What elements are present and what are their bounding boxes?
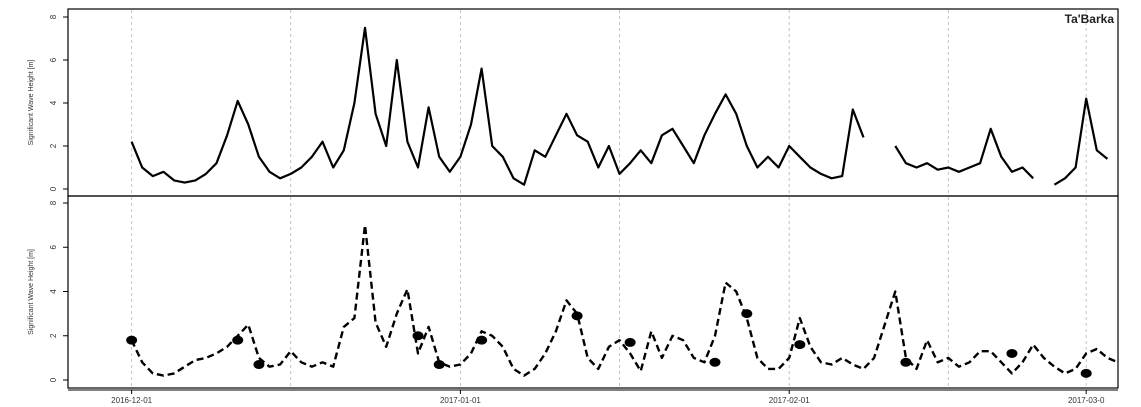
data-point-0: [126, 335, 138, 345]
data-point-13: [1080, 368, 1092, 378]
data-point-7: [624, 337, 636, 347]
y-tick-label-0-2: 4: [49, 100, 58, 105]
data-point-8: [709, 357, 721, 367]
y-tick-label-0-4: 8: [49, 14, 58, 19]
data-point-2: [253, 360, 265, 370]
bottom-panel: 0 2 4 6 8 Significant Wave Height [m]: [28, 195, 1119, 389]
data-point-6: [571, 311, 583, 321]
station-label: Ta'Barka: [1065, 12, 1115, 26]
y-tick-label-1-1: 2: [49, 333, 58, 338]
series-line-0-0-2: [1053, 97, 1109, 186]
y-tick-label-1-4: 8: [49, 200, 58, 205]
y-tick-label-0-3: 6: [49, 57, 58, 62]
x-tick-label-2: 2017-02-01: [769, 396, 810, 405]
y-tick-label-0-1: 2: [49, 143, 58, 148]
series-line-1-0-0: [130, 223, 1119, 377]
series-line-0-0-1: [894, 127, 1034, 180]
data-point-12: [1006, 348, 1018, 358]
data-point-11: [900, 357, 912, 367]
panel-frame-0: [67, 8, 1119, 197]
y-tick-label-1-3: 6: [49, 244, 58, 249]
data-point-9: [741, 309, 753, 319]
data-point-1: [232, 335, 244, 345]
x-tick-label-0: 2016-12-01: [111, 396, 152, 405]
series-line-0-0-0: [130, 26, 865, 186]
data-point-3: [412, 331, 424, 341]
x-tick-label-1: 2017-01-01: [440, 396, 481, 405]
top-panel: 0 2 4 6 8 Significant Wave Height [m] Ta'Barka: [28, 8, 1119, 197]
data-point-5: [476, 335, 488, 345]
x-axis: 2016-12-01 2017-01-01 2017-02-01 2017-03-0: [68, 389, 1118, 405]
data-point-4: [433, 360, 445, 370]
y-axis-label-0: Significant Wave Height [m]: [28, 60, 35, 146]
y-axis-label-1: Significant Wave Height [m]: [28, 249, 35, 335]
y-tick-label-1-0: 0: [49, 377, 58, 382]
y-tick-label-0-0: 0: [49, 186, 58, 191]
data-point-10: [794, 340, 806, 350]
x-tick-label-3: 2017-03-0: [1068, 396, 1105, 405]
panel-frame-1: [67, 195, 1119, 389]
y-tick-label-1-2: 4: [49, 289, 58, 294]
